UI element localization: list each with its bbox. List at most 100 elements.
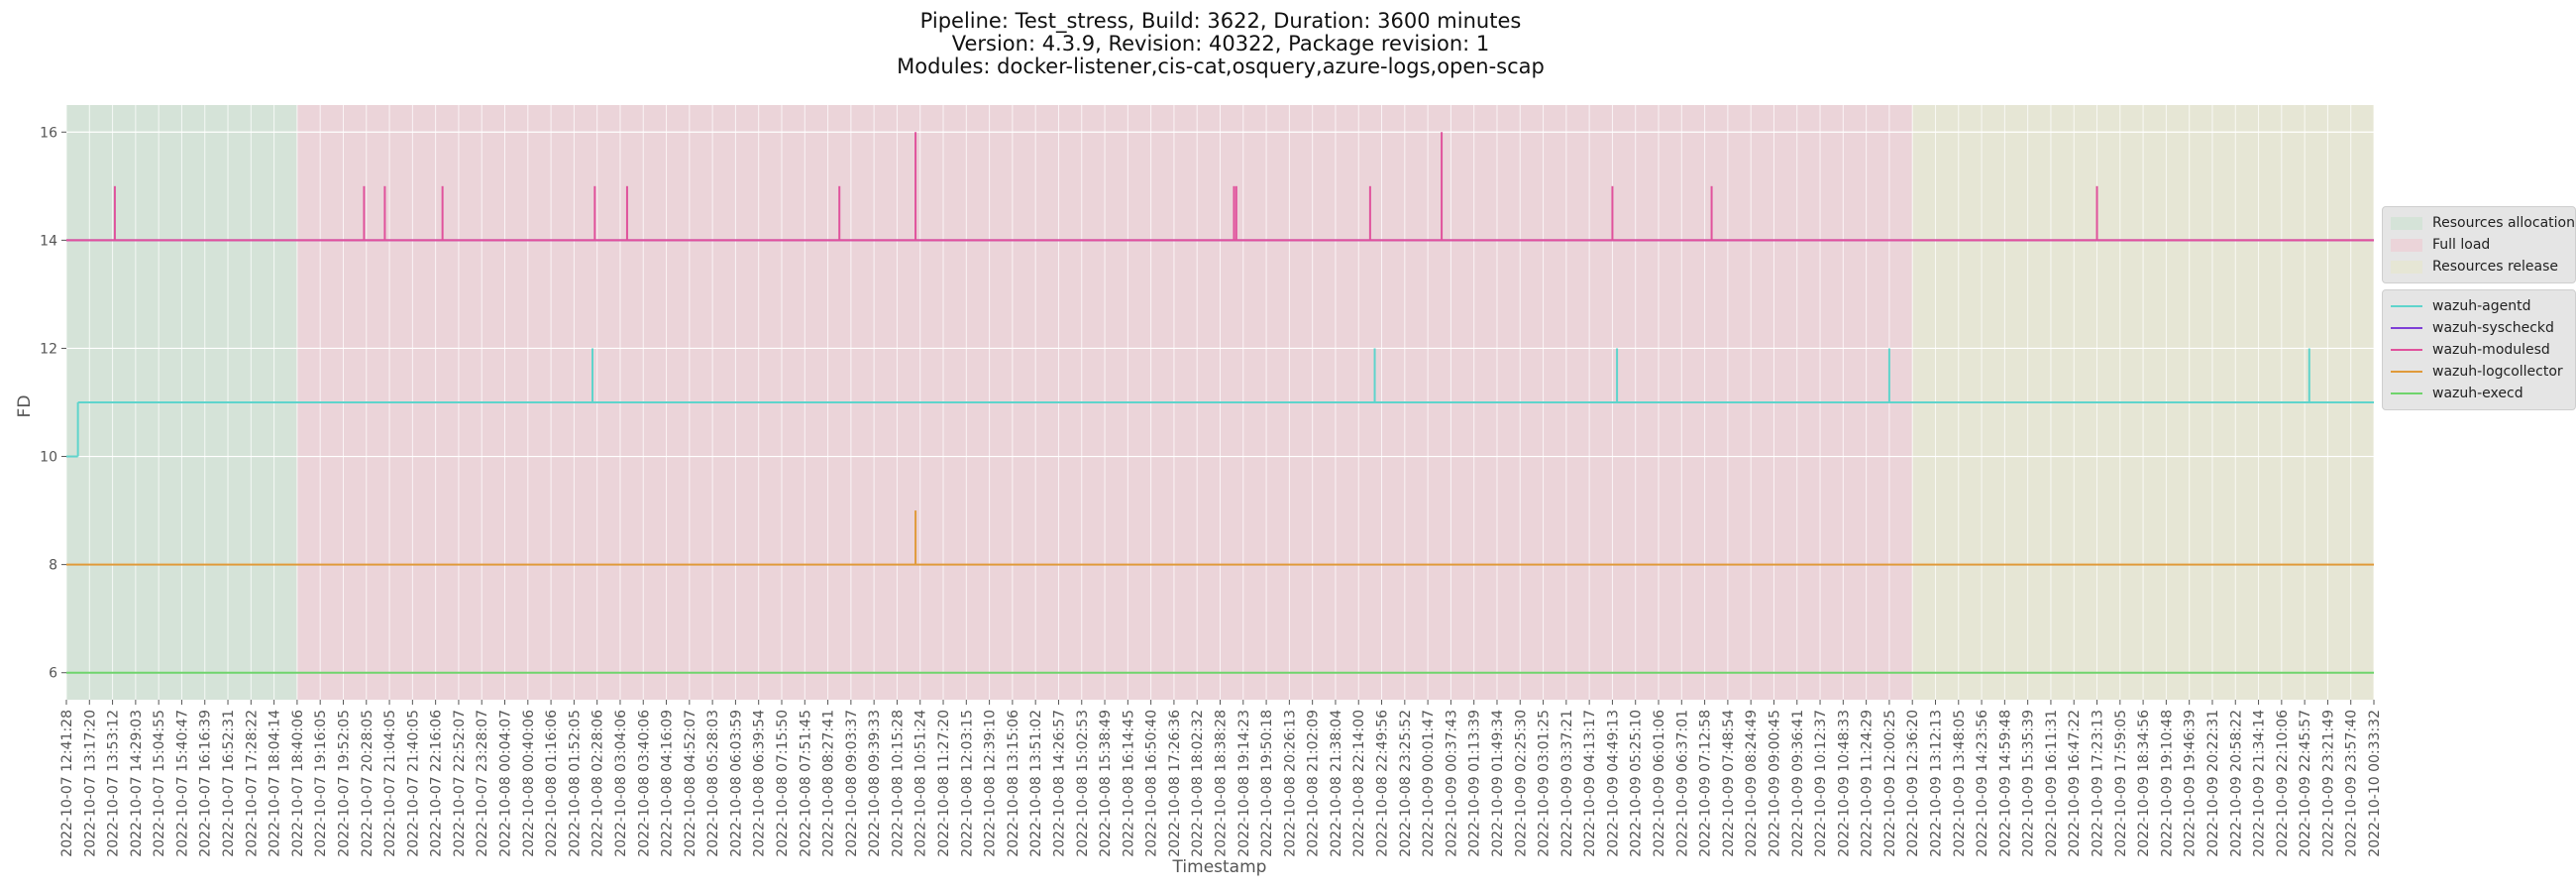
x-tick-label-68: 2022-10-09 05:25:10: [1629, 710, 1645, 857]
series-lines: [66, 132, 2374, 674]
x-tick-label-9: 2022-10-07 18:04:14: [268, 710, 283, 857]
x-tick-label-98: 2022-10-09 23:21:49: [2320, 710, 2336, 857]
x-tick-label-13: 2022-10-07 20:28:05: [360, 710, 376, 857]
series-legend-item: wazuh-logcollector: [2391, 361, 2567, 383]
x-tick-label-67: 2022-10-09 04:49:13: [1605, 710, 1621, 857]
x-tick-label-99: 2022-10-09 23:57:40: [2344, 710, 2360, 857]
x-tick-label-40: 2022-10-08 12:39:10: [983, 710, 999, 857]
phase-swatch: [2391, 238, 2422, 252]
y-tick-label-2: 10: [40, 450, 57, 466]
x-tick-label-30: 2022-10-08 06:39:54: [752, 710, 768, 857]
y-tick-label-3: 12: [40, 341, 57, 357]
x-tick-label-2: 2022-10-07 13:53:12: [106, 710, 122, 857]
x-tick-label-32: 2022-10-08 07:51:45: [798, 710, 813, 857]
x-tick-label-89: 2022-10-09 17:59:05: [2113, 710, 2129, 857]
x-tick-label-38: 2022-10-08 11:27:20: [936, 710, 952, 857]
series-legend-label: wazuh-execd: [2432, 386, 2523, 401]
series-legend-item: wazuh-agentd: [2391, 295, 2567, 317]
x-tick-label-50: 2022-10-08 18:38:28: [1214, 710, 1230, 857]
phase-legend-item: Resources release: [2391, 256, 2567, 278]
x-tick-label-93: 2022-10-09 20:22:31: [2205, 710, 2221, 857]
x-tick-label-76: 2022-10-09 10:12:37: [1813, 710, 1829, 857]
x-axis-label: Timestamp: [1172, 857, 1267, 877]
x-tick-label-62: 2022-10-09 01:49:34: [1490, 710, 1506, 857]
x-tick-label-35: 2022-10-08 09:39:33: [867, 710, 883, 857]
x-tick-label-91: 2022-10-09 19:10:48: [2159, 710, 2175, 857]
x-tick-label-20: 2022-10-08 00:40:06: [521, 710, 537, 857]
x-tick-label-70: 2022-10-09 06:37:01: [1674, 710, 1690, 857]
x-tick-label-16: 2022-10-07 22:16:06: [429, 710, 445, 857]
x-tick-label-52: 2022-10-08 19:50:18: [1259, 710, 1275, 857]
x-tick-label-63: 2022-10-09 02:25:30: [1513, 710, 1529, 857]
x-tick-label-61: 2022-10-09 01:13:39: [1467, 710, 1483, 857]
series-swatch: [2391, 305, 2422, 307]
title-line-1: Pipeline: Test_stress, Build: 3622, Dura…: [919, 9, 1522, 33]
x-tick-label-88: 2022-10-09 17:23:13: [2091, 710, 2106, 857]
x-tick-label-55: 2022-10-08 21:38:04: [1329, 710, 1344, 857]
x-tick-label-47: 2022-10-08 16:50:40: [1144, 710, 1160, 857]
x-tick-label-4: 2022-10-07 15:04:55: [152, 710, 167, 857]
y-axis-ticks: 6 8 10 12 14 16: [40, 125, 66, 682]
phase-legend: Resources allocation Full load Resources r…: [2382, 206, 2576, 283]
x-tick-label-19: 2022-10-08 00:04:07: [498, 710, 514, 857]
x-tick-label-46: 2022-10-08 16:14:45: [1121, 710, 1136, 857]
series-legend-label: wazuh-syscheckd: [2432, 320, 2554, 336]
x-tick-label-54: 2022-10-08 21:02:09: [1306, 710, 1322, 857]
series-swatch: [2391, 349, 2422, 351]
series-wazuh-modulesd: [66, 132, 2374, 242]
x-tick-label-78: 2022-10-09 11:24:29: [1860, 710, 1876, 857]
x-tick-label-77: 2022-10-09 10:48:33: [1836, 710, 1852, 857]
x-tick-label-25: 2022-10-08 03:40:06: [636, 710, 652, 857]
x-tick-label-10: 2022-10-07 18:40:06: [290, 710, 306, 857]
y-tick-label-5: 16: [40, 125, 57, 141]
x-tick-label-39: 2022-10-08 12:03:15: [959, 710, 975, 857]
x-tick-label-85: 2022-10-09 15:35:39: [2021, 710, 2037, 857]
series-swatch: [2391, 371, 2422, 373]
x-tick-label-1: 2022-10-07 13:17:20: [82, 710, 98, 857]
x-tick-label-45: 2022-10-08 15:38:49: [1098, 710, 1114, 857]
y-axis-label: FD: [15, 395, 35, 418]
series-wazuh-logcollector: [66, 510, 2374, 566]
x-tick-label-18: 2022-10-07 23:28:07: [475, 710, 490, 857]
x-tick-label-66: 2022-10-09 04:13:17: [1582, 710, 1598, 857]
x-tick-label-71: 2022-10-09 07:12:58: [1698, 710, 1714, 857]
series-legend-label: wazuh-agentd: [2432, 298, 2531, 314]
x-tick-label-94: 2022-10-09 20:58:22: [2228, 710, 2244, 857]
x-tick-label-97: 2022-10-09 22:45:57: [2298, 710, 2313, 857]
x-tick-label-11: 2022-10-07 19:16:05: [313, 710, 329, 857]
x-tick-label-31: 2022-10-08 07:15:50: [775, 710, 791, 857]
x-tick-label-95: 2022-10-09 21:34:14: [2252, 710, 2268, 857]
x-tick-label-69: 2022-10-09 06:01:06: [1652, 710, 1667, 857]
x-tick-label-96: 2022-10-09 22:10:06: [2275, 710, 2291, 857]
chart-title: Pipeline: Test_stress, Build: 3622, Dura…: [0, 10, 2441, 78]
x-tick-label-3: 2022-10-07 14:29:03: [129, 710, 145, 857]
x-tick-label-17: 2022-10-07 22:52:07: [452, 710, 468, 857]
x-tick-label-26: 2022-10-08 04:16:09: [660, 710, 676, 857]
series-legend-label: wazuh-logcollector: [2432, 364, 2563, 380]
x-tick-label-100: 2022-10-10 00:33:32: [2367, 710, 2383, 857]
x-tick-label-87: 2022-10-09 16:47:22: [2067, 710, 2083, 857]
x-tick-label-37: 2022-10-08 10:51:24: [913, 710, 929, 857]
x-tick-label-79: 2022-10-09 12:00:25: [1882, 710, 1898, 857]
x-tick-label-64: 2022-10-09 03:01:25: [1537, 710, 1553, 857]
title-line-2: Version: 4.3.9, Revision: 40322, Package…: [951, 32, 1490, 56]
y-tick-label-0: 6: [49, 666, 57, 682]
phase-legend-label: Full load: [2432, 237, 2491, 253]
x-tick-label-22: 2022-10-08 01:52:05: [567, 710, 583, 857]
x-tick-label-8: 2022-10-07 17:28:22: [244, 710, 260, 857]
x-tick-label-59: 2022-10-09 00:01:47: [1421, 710, 1437, 857]
x-tick-label-23: 2022-10-08 02:28:06: [590, 710, 606, 857]
x-tick-label-56: 2022-10-08 22:14:00: [1351, 710, 1367, 857]
x-tick-label-81: 2022-10-09 13:12:13: [1928, 710, 1944, 857]
series-legend-label: wazuh-modulesd: [2432, 342, 2550, 358]
x-tick-label-36: 2022-10-08 10:15:28: [890, 710, 906, 857]
x-tick-label-29: 2022-10-08 06:03:59: [728, 710, 744, 857]
x-tick-label-92: 2022-10-09 19:46:39: [2183, 710, 2199, 857]
x-tick-label-49: 2022-10-08 18:02:32: [1190, 710, 1206, 857]
series-swatch: [2391, 327, 2422, 329]
x-tick-label-72: 2022-10-09 07:48:54: [1721, 710, 1737, 857]
phase-legend-label: Resources release: [2432, 259, 2558, 275]
x-tick-label-51: 2022-10-08 19:14:23: [1236, 710, 1252, 857]
phase-legend-item: Resources allocation: [2391, 212, 2575, 234]
phase-legend-label: Resources allocation: [2432, 215, 2575, 231]
